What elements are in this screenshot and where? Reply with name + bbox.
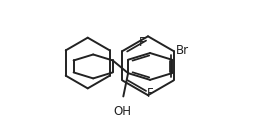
Text: OH: OH bbox=[113, 105, 131, 118]
Text: F: F bbox=[139, 36, 146, 49]
Text: Br: Br bbox=[176, 44, 189, 57]
Text: F: F bbox=[147, 87, 153, 100]
